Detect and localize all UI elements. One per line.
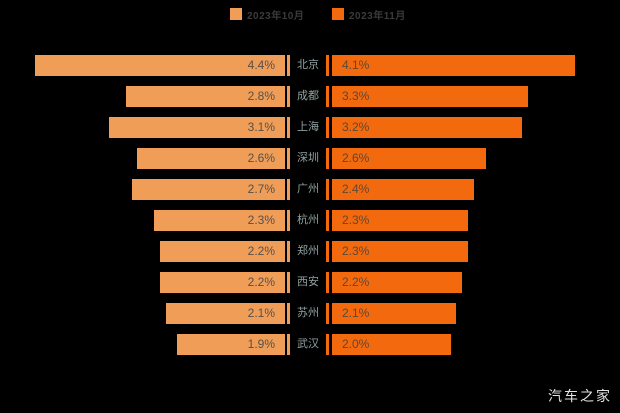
category-label: 上海: [297, 121, 319, 133]
right-bar-cap: [326, 179, 329, 200]
chart-row: 2.1% 苏州 2.1%: [0, 303, 620, 324]
right-bar-cap: [326, 272, 329, 293]
category-label: 苏州: [297, 307, 319, 319]
chart-row: 3.1% 上海 3.2%: [0, 117, 620, 138]
left-bar: 2.2%: [160, 272, 285, 293]
chart-row: 2.7% 广州 2.4%: [0, 179, 620, 200]
right-bar-value-label: 2.3%: [342, 244, 370, 258]
left-bar-cap: [287, 148, 290, 169]
right-bar-cap: [326, 210, 329, 231]
left-bar-cap: [287, 86, 290, 107]
left-bar-value-label: 2.7%: [247, 182, 275, 196]
left-bar-cap: [287, 303, 290, 324]
right-bar-value-label: 2.0%: [342, 337, 370, 351]
left-bar-cap: [287, 117, 290, 138]
legend-swatch-left-series: [230, 8, 242, 20]
left-bar: 3.1%: [109, 117, 285, 138]
right-bar-cap: [326, 148, 329, 169]
right-bar-value-label: 3.3%: [342, 89, 370, 103]
right-bar: 2.6%: [332, 148, 486, 169]
left-bar-cap: [287, 272, 290, 293]
left-bar-value-label: 2.1%: [247, 306, 275, 320]
left-bar-value-label: 2.8%: [247, 89, 275, 103]
left-bar-value-label: 2.3%: [247, 213, 275, 227]
right-bar-cap: [326, 241, 329, 262]
right-bar-cap: [326, 303, 329, 324]
category-label: 广州: [297, 183, 319, 195]
right-bar: 2.4%: [332, 179, 474, 200]
left-bar: 2.1%: [166, 303, 285, 324]
left-bar-value-label: 2.2%: [247, 244, 275, 258]
right-bar: 2.3%: [332, 241, 468, 262]
legend-label-left-series: 2023年10月: [247, 10, 305, 22]
category-label: 西安: [297, 276, 319, 288]
category-label: 北京: [297, 59, 319, 71]
left-bar-value-label: 2.6%: [247, 151, 275, 165]
right-bar: 2.1%: [332, 303, 456, 324]
left-bar: 2.8%: [126, 86, 285, 107]
right-bar-value-label: 2.4%: [342, 182, 370, 196]
chart-row: 2.6% 深圳 2.6%: [0, 148, 620, 169]
right-bar-cap: [326, 86, 329, 107]
left-bar: 2.3%: [154, 210, 285, 231]
right-bar-value-label: 2.3%: [342, 213, 370, 227]
category-label: 武汉: [297, 338, 319, 350]
left-bar: 4.4%: [35, 55, 285, 76]
chart-row: 2.8% 成都 3.3%: [0, 86, 620, 107]
right-bar-value-label: 3.2%: [342, 120, 370, 134]
left-bar-cap: [287, 210, 290, 231]
left-bar-value-label: 2.2%: [247, 275, 275, 289]
left-bar-cap: [287, 55, 290, 76]
chart-row: 2.2% 郑州 2.3%: [0, 241, 620, 262]
left-bar-value-label: 1.9%: [247, 337, 275, 351]
left-bar-cap: [287, 334, 290, 355]
category-label: 成都: [297, 90, 319, 102]
right-bar-cap: [326, 334, 329, 355]
legend-item-left-series: 2023年10月: [230, 7, 305, 22]
right-bar: 3.2%: [332, 117, 522, 138]
right-bar: 2.3%: [332, 210, 468, 231]
left-bar: 2.7%: [132, 179, 285, 200]
right-bar-value-label: 2.2%: [342, 275, 370, 289]
right-bar-cap: [326, 117, 329, 138]
legend-swatch-right-series: [332, 8, 344, 20]
right-bar-value-label: 2.6%: [342, 151, 370, 165]
right-bar-cap: [326, 55, 329, 76]
chart-row: 4.4% 北京 4.1%: [0, 55, 620, 76]
right-bar: 3.3%: [332, 86, 528, 107]
right-bar-value-label: 2.1%: [342, 306, 370, 320]
category-label: 杭州: [297, 214, 319, 226]
right-bar: 4.1%: [332, 55, 575, 76]
left-bar: 1.9%: [177, 334, 285, 355]
right-bar: 2.0%: [332, 334, 451, 355]
left-bar: 2.6%: [137, 148, 285, 169]
legend-label-right-series: 2023年11月: [349, 10, 406, 22]
left-bar-cap: [287, 179, 290, 200]
category-label: 郑州: [297, 245, 319, 257]
right-bar: 2.2%: [332, 272, 462, 293]
chart-row: 2.2% 西安 2.2%: [0, 272, 620, 293]
left-bar-value-label: 3.1%: [247, 120, 275, 134]
watermark-autohome-label: 汽车之家: [548, 388, 612, 404]
right-bar-value-label: 4.1%: [342, 58, 370, 72]
left-bar-cap: [287, 241, 290, 262]
legend-item-right-series: 2023年11月: [332, 7, 406, 22]
left-bar-value-label: 4.4%: [247, 58, 275, 72]
category-label: 深圳: [297, 152, 319, 164]
chart-row: 1.9% 武汉 2.0%: [0, 334, 620, 355]
left-bar: 2.2%: [160, 241, 285, 262]
chart-row: 2.3% 杭州 2.3%: [0, 210, 620, 231]
